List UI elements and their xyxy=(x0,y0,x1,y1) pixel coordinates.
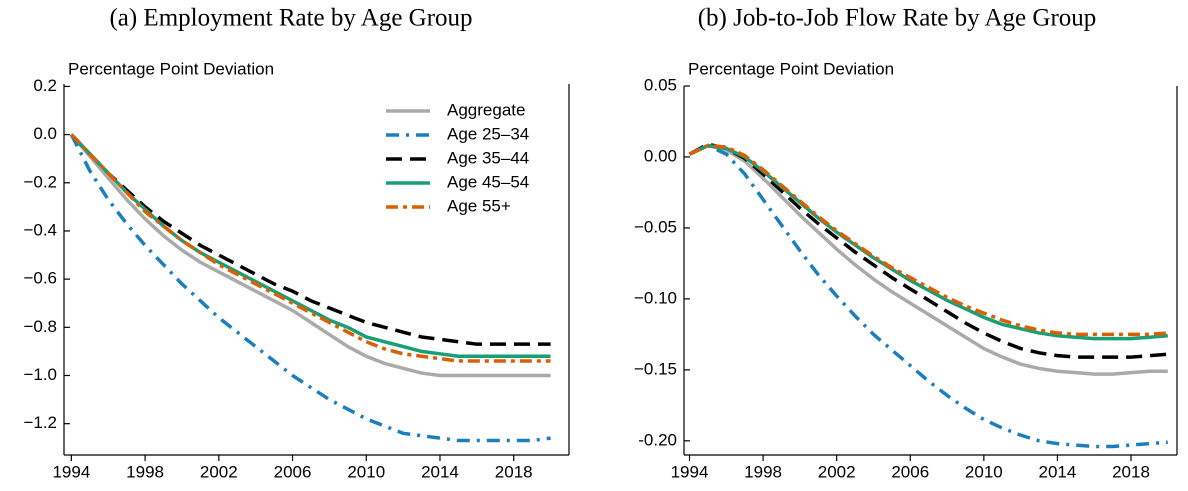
y-tick-label: 0.05 xyxy=(644,75,677,94)
x-tick-label: 2014 xyxy=(1039,462,1077,481)
y-tick-label: 0.00 xyxy=(644,146,677,165)
y-tick-label: −0.6 xyxy=(23,269,57,288)
x-tick-label: 2006 xyxy=(274,462,312,481)
legend-label: Age 55+ xyxy=(447,196,511,215)
legend-label: Age 35–44 xyxy=(447,148,529,167)
series-line xyxy=(688,143,1168,449)
series-line xyxy=(688,143,1168,337)
series-line xyxy=(688,143,1168,376)
y-axis-label: Percentage Point Deviation xyxy=(68,59,274,78)
x-tick-label: 2002 xyxy=(818,462,856,481)
y-tick-label: −0.15 xyxy=(634,359,677,378)
x-tick-label: 2010 xyxy=(965,462,1003,481)
y-tick-label: −0.10 xyxy=(634,288,677,307)
series-line xyxy=(69,133,551,443)
y-tick-label: −1.2 xyxy=(23,413,57,432)
x-tick-label: 2018 xyxy=(495,462,533,481)
y-axis-label: Percentage Point Deviation xyxy=(688,59,894,78)
legend-label: Age 45–54 xyxy=(447,172,529,191)
y-tick-label: 0.0 xyxy=(33,124,57,143)
x-tick-label: 1998 xyxy=(744,462,782,481)
series-line xyxy=(688,142,1168,359)
x-tick-label: 1998 xyxy=(126,462,164,481)
y-tick-label: −1.0 xyxy=(23,365,57,384)
x-tick-label: 2010 xyxy=(347,462,385,481)
x-tick-label: 2014 xyxy=(421,462,459,481)
legend-label: Aggregate xyxy=(447,100,525,119)
y-tick-label: -0.20 xyxy=(638,430,677,449)
y-tick-label: −0.8 xyxy=(23,317,57,336)
series-line xyxy=(70,133,551,346)
x-tick-label: 1994 xyxy=(671,462,709,481)
y-tick-label: −0.4 xyxy=(23,220,57,239)
series-line xyxy=(70,133,551,378)
chart-title: (b) Job-to-Job Flow Rate by Age Group xyxy=(698,5,1097,32)
y-tick-label: −0.2 xyxy=(23,172,57,191)
y-tick-label: −0.05 xyxy=(634,217,677,236)
x-tick-label: 2002 xyxy=(200,462,238,481)
x-tick-label: 2018 xyxy=(1112,462,1150,481)
series-line xyxy=(70,133,551,363)
series-line xyxy=(688,143,1168,341)
x-tick-label: 2006 xyxy=(891,462,929,481)
y-tick-label: 0.2 xyxy=(33,76,57,95)
x-tick-label: 1994 xyxy=(52,462,90,481)
chart-title: (a) Employment Rate by Age Group xyxy=(109,5,472,32)
legend-label: Age 25–34 xyxy=(447,124,529,143)
